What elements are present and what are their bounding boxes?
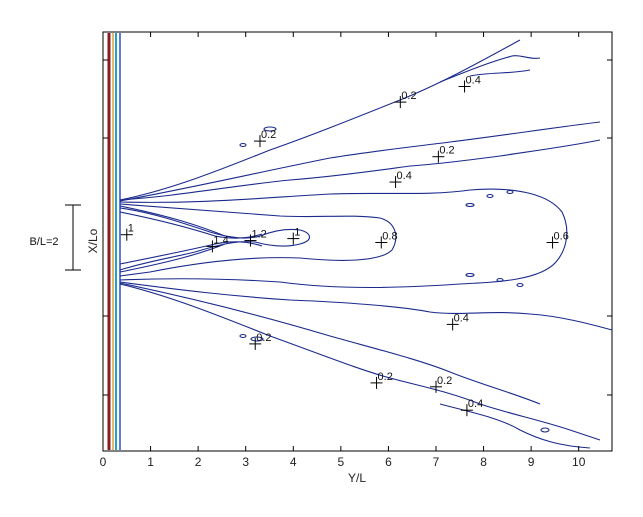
contour-label: 0.4 <box>468 398 483 410</box>
x-tick-label: 2 <box>195 455 202 469</box>
contour-label: 0.6 <box>554 231 569 243</box>
width-bracket <box>65 204 81 271</box>
contour-label: 0.4 <box>466 75 481 87</box>
contour-label: 0.8 <box>382 231 397 243</box>
x-tick-label: 5 <box>338 455 345 469</box>
x-tick-label: 7 <box>433 455 440 469</box>
x-tick-label: 3 <box>242 455 249 469</box>
x-tick-label: 10 <box>572 455 586 469</box>
y-axis-ticks <box>103 59 612 396</box>
x-tick-label: 0 <box>100 455 107 469</box>
contour-label: 0.4 <box>397 170 412 182</box>
contour-label: 0.2 <box>439 145 454 157</box>
plot-area <box>102 31 613 452</box>
contour-label: 0.2 <box>261 129 276 141</box>
x-tick-label: 4 <box>290 455 297 469</box>
x-tick-label: 6 <box>385 455 392 469</box>
x-tick-label: 9 <box>528 455 535 469</box>
bracket-label: B/L=2 <box>29 236 58 248</box>
y-axis-title: X/Lo <box>86 228 100 253</box>
contour-label: 0.2 <box>378 371 393 383</box>
contour-lines <box>119 39 613 449</box>
x-tick-label: 1 <box>147 455 154 469</box>
contour-labels: 1 1.4 1.2 1 0.8 0.6 0.2 0.2 0.4 0.2 0.4 0.4 0.2 0.2 0.… <box>120 75 569 417</box>
x-tick-label: 8 <box>480 455 487 469</box>
wall-lines <box>107 33 121 450</box>
contour-label: 0.2 <box>256 332 271 344</box>
contour-label: 1.4 <box>213 234 228 246</box>
contour-label: 1.2 <box>251 229 266 241</box>
contour-label: 1 <box>294 227 300 239</box>
x-axis-ticks: 0 1 2 3 4 5 6 7 8 9 10 <box>100 32 586 469</box>
contour-label: 0.4 <box>454 312 469 324</box>
contour-label: 0.2 <box>437 375 452 387</box>
contour-label: 0.2 <box>401 90 416 102</box>
x-axis-title: Y/L <box>348 471 366 485</box>
contour-label: 1 <box>128 223 134 235</box>
